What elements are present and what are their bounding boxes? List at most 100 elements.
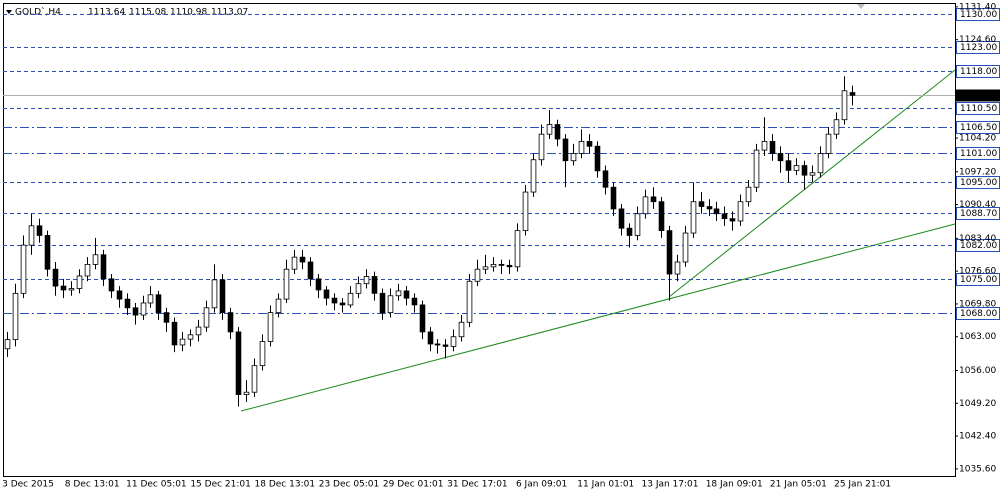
y-tick-label: 1035.60 bbox=[959, 464, 996, 474]
candle-body bbox=[458, 321, 465, 338]
candle-body bbox=[490, 263, 497, 268]
y-tick-label: 1049.20 bbox=[959, 399, 996, 409]
y-tick-label: 1063.00 bbox=[959, 332, 996, 342]
y-tick-label: 1042.40 bbox=[959, 432, 996, 442]
level-label: 1106.50 bbox=[960, 123, 997, 133]
candle-body bbox=[395, 290, 402, 297]
candle-body bbox=[20, 244, 27, 294]
candle-body bbox=[586, 141, 593, 147]
candle-body bbox=[761, 141, 768, 151]
axis: 1131.40 1124.60 1104.20 1097.20 1090.40 1083.… bbox=[2, 2, 996, 489]
candle-body bbox=[610, 186, 617, 210]
level-label: 1075.00 bbox=[960, 275, 997, 285]
x-tick-label: 15 Dec 21:01 bbox=[190, 480, 251, 490]
candle-body bbox=[427, 331, 434, 345]
candle-body bbox=[195, 326, 202, 336]
candle-body bbox=[203, 307, 210, 328]
y-tick-label: 1104.20 bbox=[959, 134, 996, 144]
plot-frame bbox=[3, 3, 956, 477]
candle-body bbox=[450, 336, 457, 347]
x-tick-label: 11 Dec 05:01 bbox=[126, 480, 187, 490]
candle-body bbox=[124, 298, 131, 309]
candle-body bbox=[833, 119, 840, 135]
x-tick-label: 21 Jan 05:01 bbox=[770, 480, 827, 490]
candle-body bbox=[602, 170, 609, 188]
quote-value: 1113.64 bbox=[88, 8, 125, 18]
candle-body bbox=[737, 201, 744, 222]
candle-body bbox=[785, 160, 792, 171]
candle-body bbox=[163, 312, 170, 323]
candle-body bbox=[777, 153, 784, 162]
candle-body bbox=[849, 92, 856, 96]
level-label-box bbox=[956, 307, 1000, 320]
candle-body bbox=[729, 218, 736, 222]
candle-body bbox=[753, 149, 760, 188]
level-label-box bbox=[956, 8, 1000, 21]
x-tick-label: 29 Dec 01:01 bbox=[383, 480, 444, 490]
level-label-box bbox=[956, 147, 1000, 160]
candle-body bbox=[498, 263, 505, 266]
candle-body bbox=[841, 90, 848, 121]
shift-marker bbox=[857, 4, 865, 9]
candle-body bbox=[379, 292, 386, 314]
level-label: 1088.70 bbox=[960, 209, 997, 219]
candle-body bbox=[331, 297, 338, 304]
y-tick-label: 1076.60 bbox=[959, 267, 996, 277]
candle-body bbox=[92, 254, 99, 265]
levels: 1130.00 1123.00 1118.00 1110.50 1106.50 1101.… bbox=[3, 8, 1000, 320]
candle-body bbox=[147, 294, 154, 304]
candle-body bbox=[44, 235, 51, 270]
candle-body bbox=[387, 295, 394, 314]
candle-body bbox=[155, 294, 162, 314]
candle-body bbox=[28, 225, 35, 246]
candle-body bbox=[76, 275, 83, 289]
candle-body bbox=[546, 124, 553, 135]
candle-body bbox=[323, 289, 330, 299]
x-tick-label: 31 Dec 17:01 bbox=[447, 480, 508, 490]
candles bbox=[4, 76, 856, 407]
candle-body bbox=[793, 165, 800, 171]
candle-body bbox=[666, 230, 673, 275]
x-tick-label: 18 Jan 09:01 bbox=[706, 480, 763, 490]
symbol-menu-icon[interactable] bbox=[6, 10, 12, 14]
candle-body bbox=[554, 124, 561, 140]
candle-body bbox=[299, 256, 306, 263]
candle-body bbox=[650, 196, 657, 203]
candle-body bbox=[466, 280, 473, 323]
level-label: 1118.00 bbox=[960, 67, 997, 77]
candle-body bbox=[211, 279, 218, 309]
candle-body bbox=[132, 307, 139, 316]
candle-body bbox=[100, 254, 107, 280]
y-tick-label: 1056.00 bbox=[959, 366, 996, 376]
x-tick-label: 18 Dec 13:01 bbox=[255, 480, 316, 490]
candle-body bbox=[291, 256, 298, 270]
candle-body bbox=[315, 278, 322, 291]
candle-body bbox=[243, 391, 250, 396]
level-label: 1130.00 bbox=[960, 10, 997, 20]
candle-body bbox=[530, 159, 537, 193]
level-label-box bbox=[956, 65, 1000, 78]
level-label: 1110.50 bbox=[960, 104, 997, 114]
y-tick-label: 1069.80 bbox=[959, 299, 996, 309]
level-label-box bbox=[956, 121, 1000, 134]
x-tick-label: 25 Jan 21:01 bbox=[834, 480, 891, 490]
candle-body bbox=[690, 201, 697, 234]
candle-body bbox=[434, 343, 441, 346]
level-label: 1123.00 bbox=[960, 43, 997, 53]
candle-body bbox=[4, 339, 11, 350]
candle-body bbox=[594, 145, 601, 172]
candle-body bbox=[347, 292, 354, 306]
candle-body bbox=[283, 268, 290, 300]
level-label: 1068.00 bbox=[960, 309, 997, 319]
candle-body bbox=[275, 298, 282, 314]
candle-body bbox=[809, 172, 816, 176]
candle-body bbox=[538, 133, 545, 161]
candle-body bbox=[235, 331, 242, 396]
candle-body bbox=[171, 321, 178, 346]
candle-body bbox=[307, 261, 314, 280]
candle-body bbox=[674, 261, 681, 275]
level-label-box bbox=[956, 239, 1000, 252]
candle-body bbox=[108, 278, 115, 292]
candle-body bbox=[339, 302, 346, 306]
